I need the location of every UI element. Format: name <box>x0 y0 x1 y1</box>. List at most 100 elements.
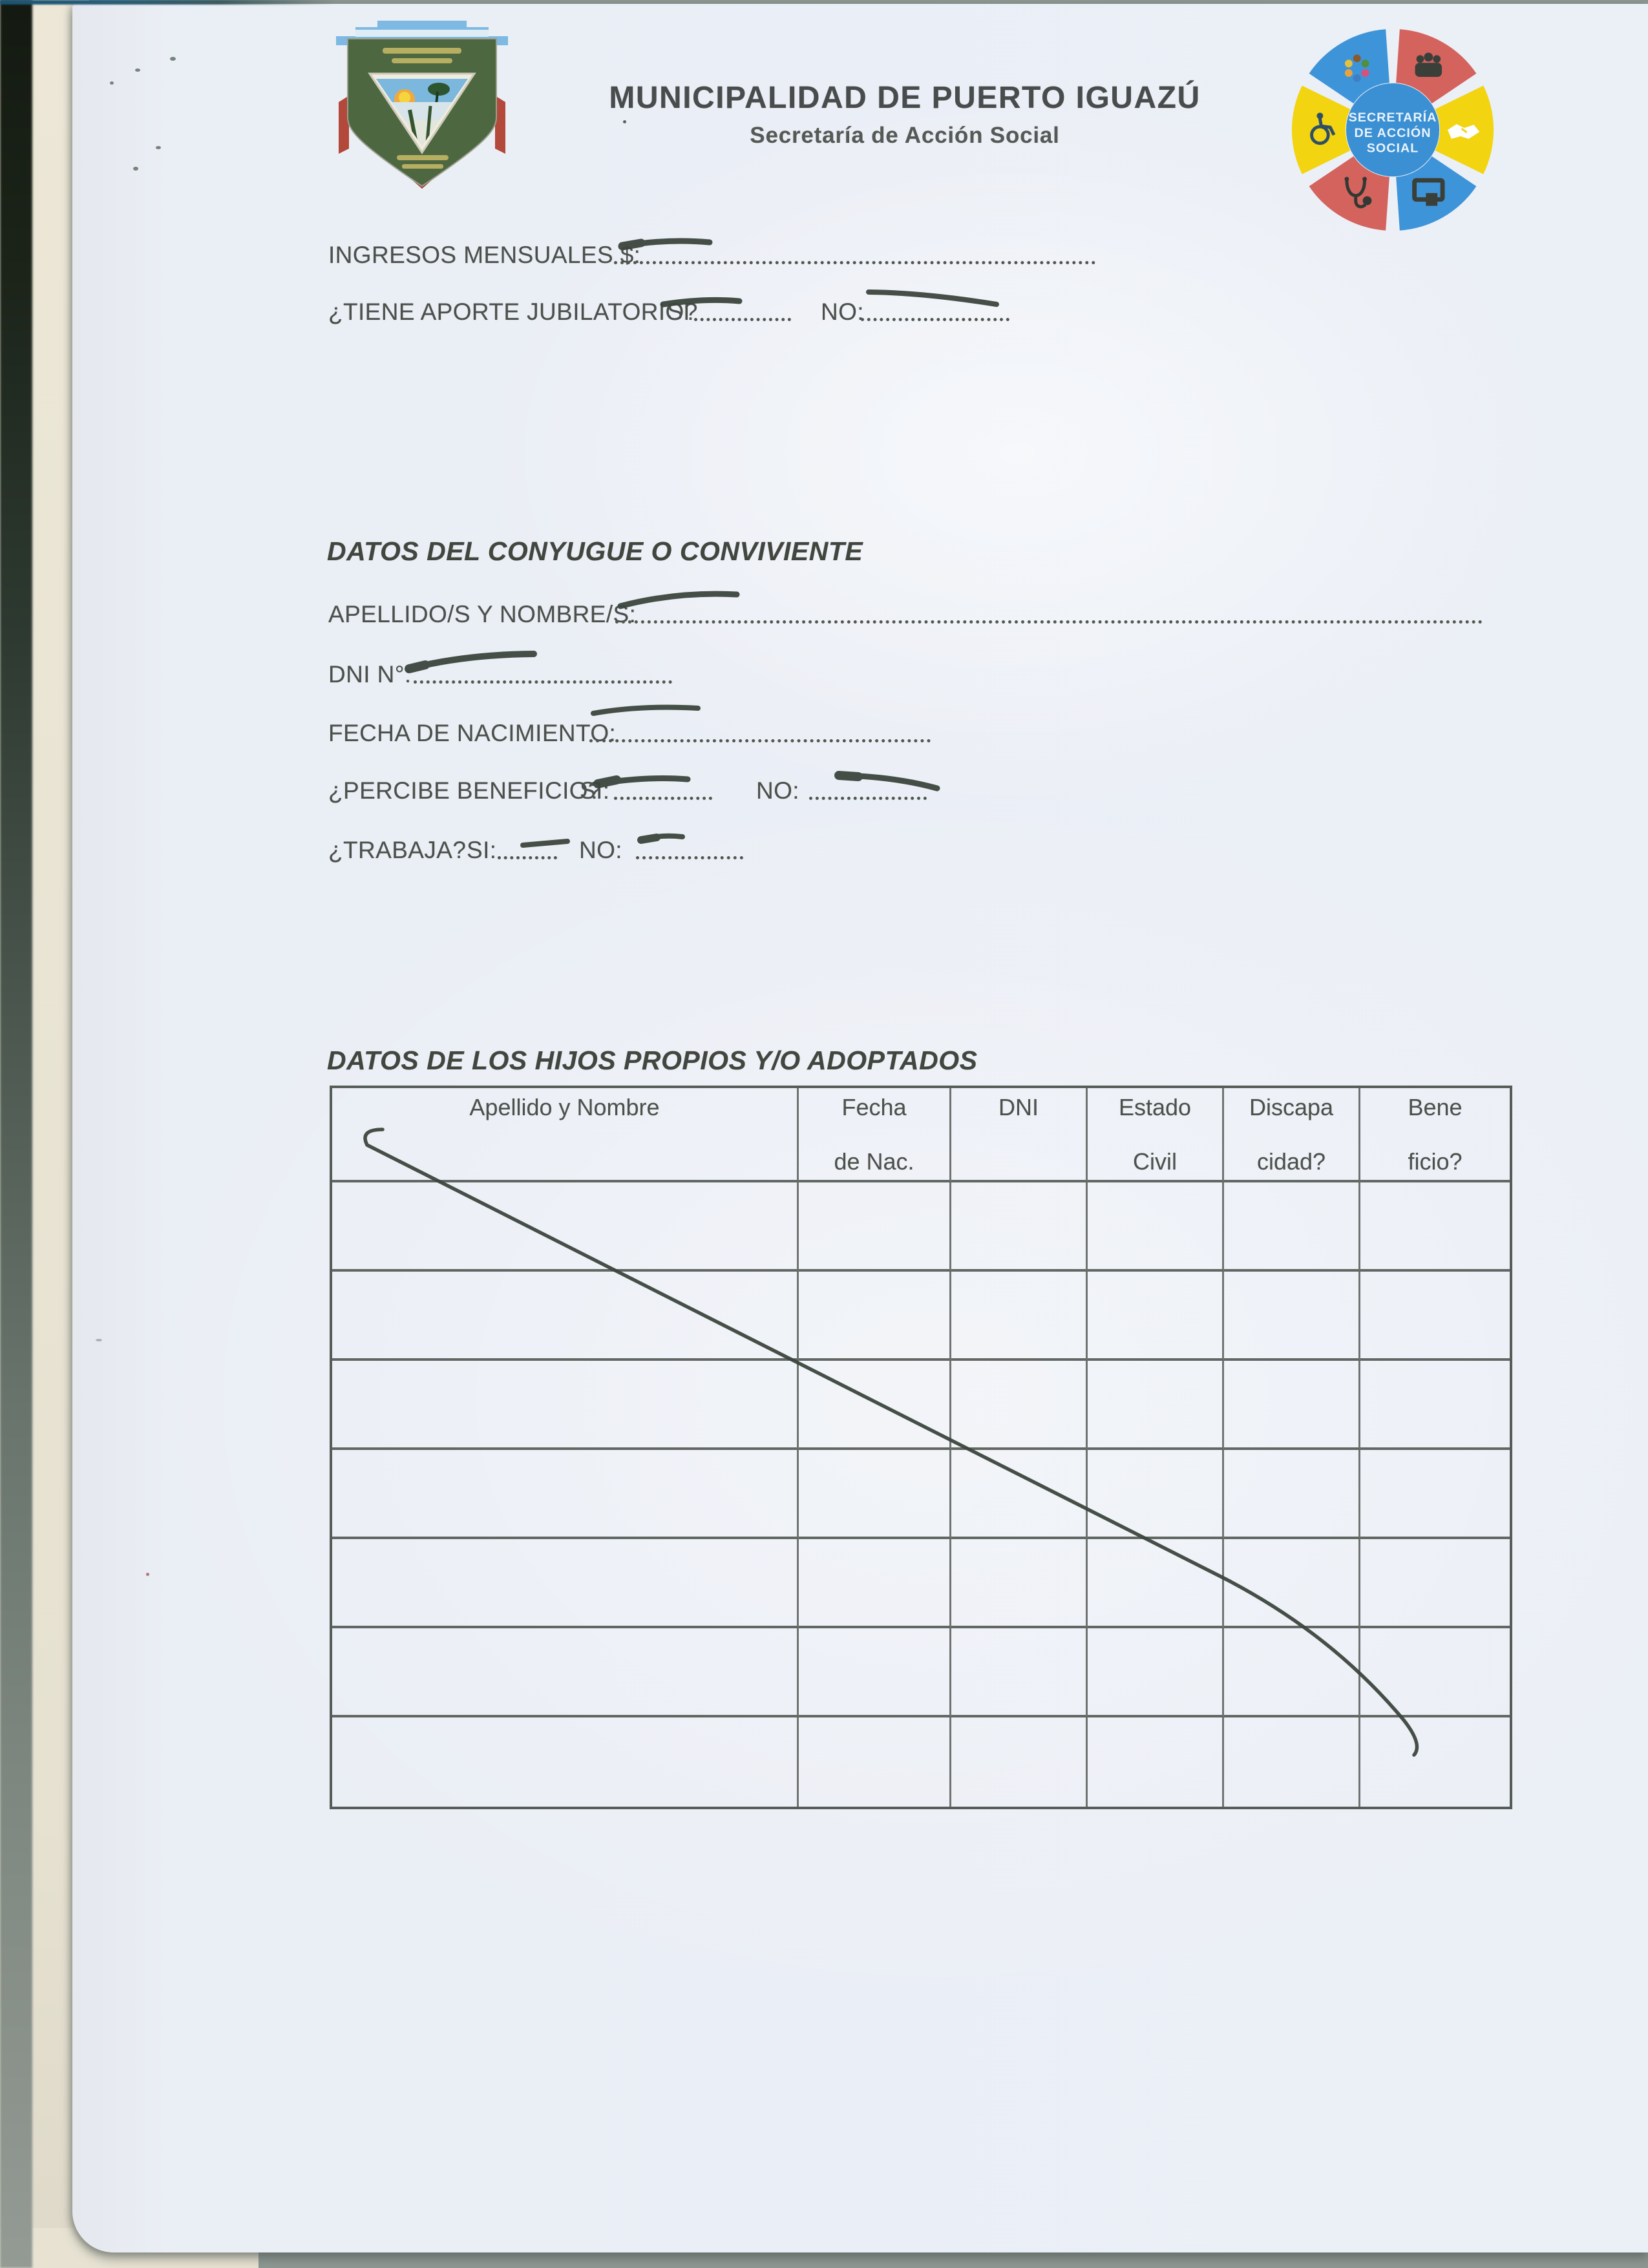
column-header-text: Civil <box>1133 1148 1177 1175</box>
spouse-section-heading: DATOS DEL CONYUGUE O CONVIVIENTE <box>327 536 863 566</box>
spouse-works-label: ¿TRABAJA? <box>328 837 467 863</box>
spouse-works-no-dotline <box>636 856 743 859</box>
column-header-text: Discapa <box>1249 1094 1334 1120</box>
spouse-benefit-no-dotline <box>809 797 927 800</box>
column-header-text: Fecha <box>841 1094 907 1120</box>
children-table: Apellido y Nombre Fecha de Nac. DNI Esta… <box>330 1086 1512 1809</box>
pen-stroke-works-no-blob <box>637 834 660 844</box>
table-cell <box>1360 1361 1510 1450</box>
scan-speck <box>156 146 161 149</box>
pen-cross-table-diagonal <box>363 1128 1419 1757</box>
table-cell <box>1088 1450 1224 1539</box>
column-header-text: ficio? <box>1408 1148 1463 1175</box>
scan-top-edge <box>0 0 336 5</box>
pen-stroke-works-yes <box>520 839 570 848</box>
pension-question-label: ¿TIENE APORTE JUBILATORIO? <box>328 299 698 325</box>
table-header-cell: Estado Civil <box>1088 1088 1224 1182</box>
table-cell <box>332 1539 799 1628</box>
pen-stroke-income-blob <box>618 238 646 251</box>
table-cell <box>799 1272 951 1361</box>
pen-stroke-benefit-yes-blob <box>593 775 621 788</box>
table-cell <box>1224 1361 1360 1450</box>
table-cell <box>1088 1182 1224 1272</box>
table-header-cell: Bene ficio? <box>1360 1088 1510 1182</box>
pension-no-label: NO: <box>821 299 864 325</box>
column-header-text: Apellido y Nombre <box>469 1094 660 1120</box>
spouse-name-dotline <box>615 620 1483 624</box>
scan-speck <box>133 167 138 171</box>
table-cell <box>799 1450 951 1539</box>
table-cell <box>332 1182 799 1272</box>
table-cell <box>1360 1539 1510 1628</box>
table-cell <box>1088 1539 1224 1628</box>
pen-stroke-dni-blob <box>405 660 430 673</box>
stethoscope-icon <box>1344 176 1372 209</box>
income-dotline <box>614 261 1095 264</box>
table-cell <box>1088 1361 1224 1450</box>
pen-stroke-name <box>617 591 740 609</box>
hands-circle-icon <box>1344 54 1369 82</box>
spouse-birth-label: FECHA DE NACIMIENTO: <box>328 720 617 746</box>
table-cell <box>332 1717 799 1807</box>
table-cell <box>1088 1628 1224 1717</box>
pen-stroke-birth <box>591 704 701 716</box>
column-header-text: de Nac. <box>834 1148 914 1175</box>
table-cell <box>332 1450 799 1539</box>
spouse-benefit-no-label: NO: <box>756 777 799 804</box>
wheelchair-icon <box>1310 112 1336 145</box>
scan-speck <box>146 1573 149 1576</box>
spouse-name-label: APELLIDO/S Y NOMBRE/S: <box>328 601 637 627</box>
column-header-text: Bene <box>1408 1094 1463 1120</box>
scan-speck <box>135 68 140 72</box>
table-cell <box>1360 1628 1510 1717</box>
table-cell <box>1360 1182 1510 1272</box>
table-cell <box>799 1628 951 1717</box>
pen-stroke-pension-no <box>866 289 999 307</box>
spouse-dni-dotline <box>414 680 672 684</box>
spouse-benefit-yes-dotline <box>614 797 712 800</box>
spouse-works-yes-label: SI: <box>467 837 497 863</box>
monitor-icon <box>1412 178 1445 206</box>
spouse-works-no-label: NO: <box>579 837 622 863</box>
table-cell <box>951 1717 1088 1807</box>
scan-background-strip <box>0 0 32 2268</box>
spouse-works-yes-dotline <box>498 856 557 859</box>
children-section-heading: DATOS DE LOS HIJOS PROPIOS Y/O ADOPTADOS <box>327 1045 978 1075</box>
municipal-shield-logo <box>336 21 508 189</box>
scan-speck <box>96 1339 102 1341</box>
table-cell <box>332 1361 799 1450</box>
spouse-benefit-label: ¿PERCIBE BENEFICIO? <box>328 777 602 804</box>
seal-text-line1: SECRETARÍA <box>1349 110 1437 125</box>
table-cell <box>951 1361 1088 1450</box>
table-cell <box>951 1628 1088 1717</box>
table-cell <box>1224 1450 1360 1539</box>
spouse-birth-dotline <box>589 739 931 742</box>
spouse-dni-label: DNI N°: <box>328 661 412 688</box>
handshake-icon <box>1447 124 1480 139</box>
column-header-text: cidad? <box>1256 1148 1326 1175</box>
seal-text-line2: DE ACCIÓN <box>1355 125 1431 140</box>
seal-wedge-wheelchair <box>1291 85 1351 174</box>
table-cell <box>951 1272 1088 1361</box>
scan-speck <box>623 120 626 123</box>
table-cell <box>951 1450 1088 1539</box>
table-cell <box>1224 1272 1360 1361</box>
table-cell <box>799 1539 951 1628</box>
table-cell <box>1088 1717 1224 1807</box>
table-cell <box>1360 1272 1510 1361</box>
scan-speck <box>170 57 176 61</box>
pen-stroke-benefit-no-blob <box>834 771 863 781</box>
secretaria-accion-social-seal: SECRETARÍA DE ACCIÓN SOCIAL <box>1291 29 1494 231</box>
paper-sheet <box>72 4 1648 2252</box>
table-header-cell: DNI <box>951 1088 1088 1182</box>
income-label: INGRESOS MENSUALES $: <box>328 242 641 268</box>
page-title: MUNICIPALIDAD DE PUERTO IGUAZÚ <box>609 81 1201 115</box>
pen-stroke-pension-yes <box>660 297 743 308</box>
column-header-text: DNI <box>998 1094 1039 1120</box>
pension-no-dotline <box>861 318 1009 321</box>
table-cell <box>799 1717 951 1807</box>
table-cell <box>799 1182 951 1272</box>
table-cell <box>1224 1539 1360 1628</box>
